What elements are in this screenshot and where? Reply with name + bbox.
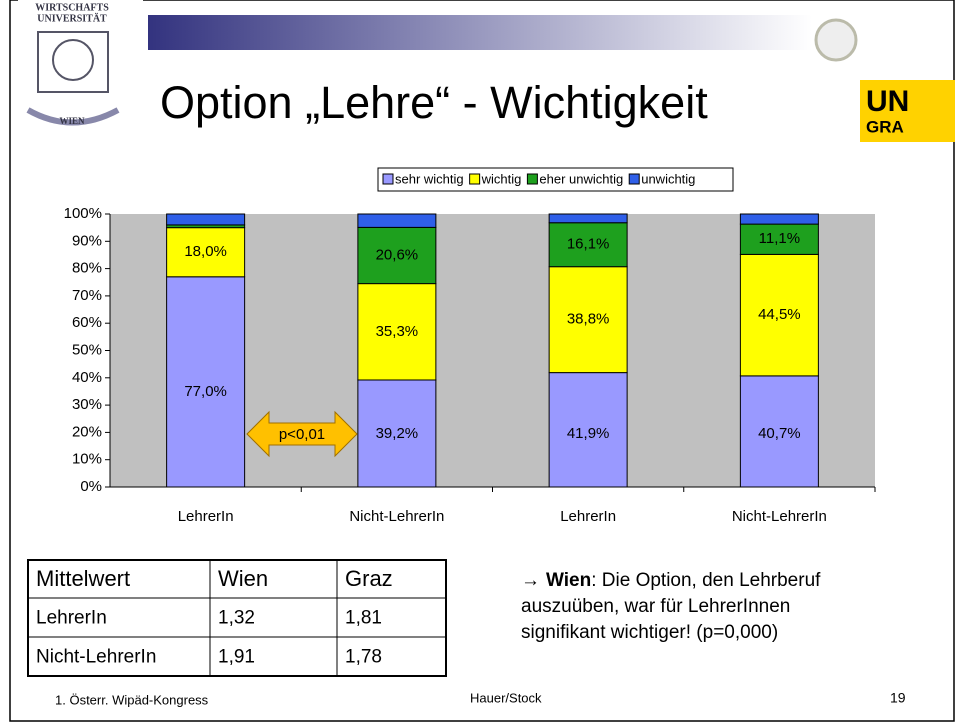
y-tick-label: 100%	[64, 205, 102, 222]
data-label: 39,2%	[376, 425, 419, 442]
note-line: auszuüben, war für LehrerInnen	[521, 596, 790, 617]
bar-segment	[166, 227, 246, 278]
logo-text: UNIVERSITÄT	[37, 11, 107, 24]
page-number: 19	[890, 690, 906, 706]
legend-label: wichtig	[481, 171, 522, 186]
slide-title: Option „Lehre“ - Wichtigkeit	[160, 77, 708, 128]
bar-segment	[739, 253, 819, 377]
data-label: 16,1%	[567, 236, 610, 253]
logo-text: GRA	[866, 117, 904, 136]
bar-segment	[357, 379, 437, 488]
seal	[814, 18, 858, 62]
table-header-cell: Graz	[345, 566, 393, 591]
table-cell: LehrerIn	[36, 608, 107, 629]
y-tick-label: 40%	[72, 369, 102, 386]
note-bold: Wien	[546, 570, 591, 591]
legend-label: sehr wichtig	[395, 171, 464, 186]
y-tick-label: 50%	[72, 341, 102, 358]
legend-box	[377, 167, 734, 192]
table-header-cell: Wien	[218, 566, 268, 591]
bar-segment	[548, 213, 628, 224]
annotation: p<0,01	[279, 426, 325, 443]
note-text: : Die Option, den Lehrberuf	[591, 570, 821, 591]
data-label: 41,9%	[567, 425, 610, 442]
logo-ribbon	[26, 107, 120, 126]
slide-frame	[9, 0, 955, 722]
y-tick-label: 70%	[72, 287, 102, 304]
y-tick-label: 90%	[72, 232, 102, 249]
logo-text: WIRTSCHAFTS	[35, 2, 109, 13]
table-cell: 1,32	[218, 608, 255, 629]
y-tick-label: 20%	[72, 423, 102, 440]
footer-center: Hauer/Stock	[470, 690, 542, 705]
x-tick-label: Nicht-LehrerIn	[349, 508, 444, 525]
y-tick-label: 30%	[72, 396, 102, 413]
footer-left: 1. Österr. Wipäd-Kongress	[55, 692, 209, 707]
x-tick-label: Nicht-LehrerIn	[732, 508, 827, 525]
logo-left: WIRTSCHAFTS UNIVERSITÄT WIEN	[18, 0, 143, 140]
logo-text: WIEN	[59, 116, 85, 126]
data-label: 20,6%	[376, 246, 419, 263]
data-label: 77,0%	[184, 383, 227, 400]
y-tick-label: 80%	[72, 260, 102, 277]
note-line: signifikant wichtiger! (p=0,000)	[521, 622, 778, 643]
table-cell: Nicht-LehrerIn	[36, 647, 156, 668]
y-tick-label: 0%	[80, 478, 102, 495]
data-label: 40,7%	[758, 425, 801, 442]
data-label: 18,0%	[184, 243, 227, 260]
y-tick-label: 60%	[72, 314, 102, 331]
table-border	[27, 559, 447, 677]
note-line: → Wien: Die Option, den Lehrberuf	[521, 570, 821, 591]
uni-graz-box	[860, 80, 955, 142]
legend-label: eher unwichtig	[539, 171, 623, 186]
table-cell: 1,81	[345, 608, 382, 629]
legend-swatch	[526, 173, 538, 185]
bar-segment	[166, 276, 246, 488]
legend-swatch	[469, 173, 481, 185]
y-tick-label: 10%	[72, 451, 102, 468]
legend-swatch	[628, 173, 640, 185]
bar-segment	[548, 266, 628, 374]
bar-segment	[166, 213, 246, 226]
legend-swatch	[382, 173, 394, 185]
table-cell: 1,78	[345, 647, 382, 668]
bar-segment	[357, 213, 437, 228]
logo-right: UN GRA	[814, 18, 955, 142]
header-band	[148, 15, 812, 50]
table-cell: 1,91	[218, 647, 255, 668]
bar-segment	[548, 222, 628, 268]
logo-globe	[52, 39, 94, 81]
annotation-arrow	[246, 410, 358, 458]
bar-segment	[357, 283, 437, 381]
logo-text: UN	[866, 85, 909, 118]
bar-segment	[548, 372, 628, 488]
data-label: 11,1%	[759, 230, 800, 247]
bar-segment	[739, 213, 819, 225]
legend-label: unwichtig	[641, 171, 695, 186]
legend: sehr wichtig wichtig eher unwichtig unwicht…	[377, 167, 734, 192]
table-header-cell: Mittelwert	[36, 566, 130, 591]
x-tick-label: LehrerIn	[178, 508, 234, 525]
chart: 0% 10% 20% 30% 40% 50% 60% 70% 80% 90% 100% LehrerI…	[64, 167, 876, 525]
table: Mittelwert Wien Graz LehrerIn 1,32 1,81 Nicht-…	[27, 559, 447, 677]
data-label: 35,3%	[376, 323, 419, 340]
logo-frame	[37, 31, 109, 93]
x-tick-label: LehrerIn	[560, 508, 616, 525]
bar-segment	[739, 375, 819, 488]
data-label: 44,5%	[758, 306, 801, 323]
bar-segment	[357, 226, 437, 285]
bar-segment	[739, 223, 819, 255]
data-label: 38,8%	[567, 311, 610, 328]
note-arrow: →	[521, 570, 540, 591]
